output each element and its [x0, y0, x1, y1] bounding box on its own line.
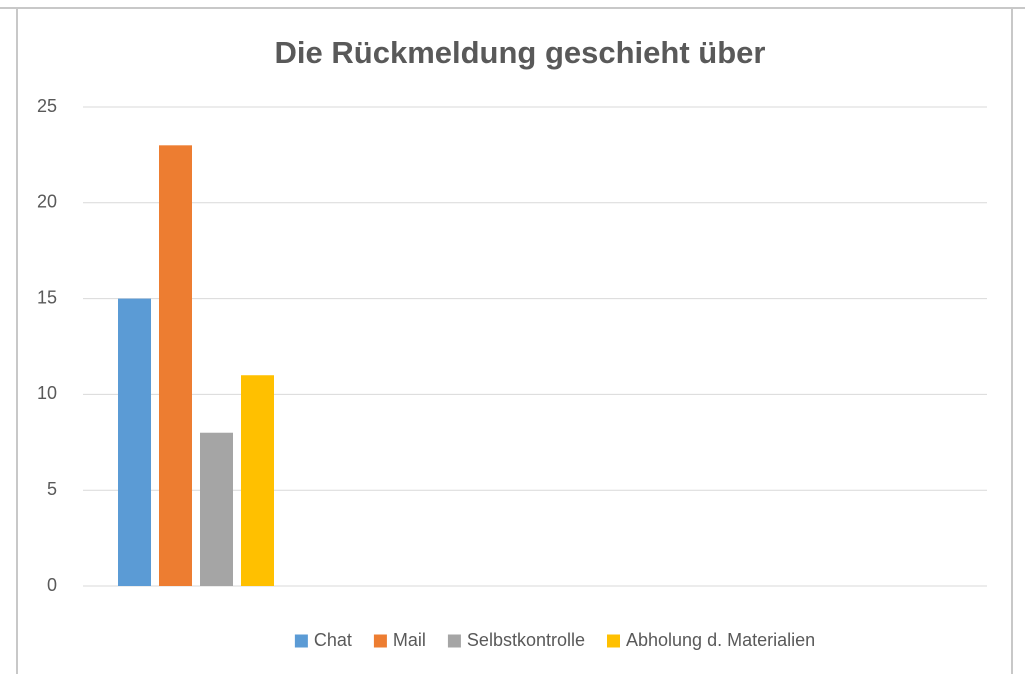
legend-label: Mail [393, 630, 426, 650]
legend-label: Chat [314, 630, 352, 650]
y-tick-label: 0 [47, 575, 57, 595]
legend-label: Abholung d. Materialien [626, 630, 815, 650]
legend-label: Selbstkontrolle [467, 630, 585, 650]
y-tick-label: 25 [37, 96, 57, 116]
bar [118, 298, 151, 586]
bar [200, 432, 233, 586]
y-tick-label: 10 [37, 383, 57, 403]
bar [241, 375, 274, 586]
legend-swatch [607, 634, 620, 648]
bar [159, 145, 192, 586]
y-tick-label: 5 [47, 479, 57, 499]
y-tick-label: 20 [37, 192, 57, 212]
legend-swatch [294, 634, 308, 648]
chart-title: Die Rückmeldung geschieht über [275, 35, 766, 70]
legend-swatch [447, 634, 461, 648]
y-tick-label: 15 [37, 287, 57, 307]
legend-swatch [373, 634, 387, 648]
